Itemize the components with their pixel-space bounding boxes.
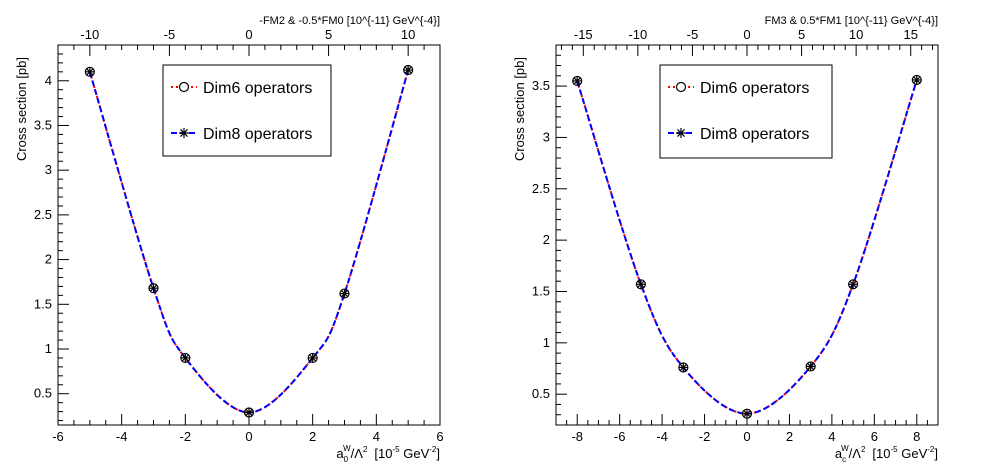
legend-dim8-label: Dim8 operators <box>700 126 809 143</box>
y-axis-title: Cross section [pb] <box>512 57 527 161</box>
y-tick-label: 2.5 <box>34 207 52 222</box>
y-tick-label: 3.5 <box>532 78 550 93</box>
dim8-data-point <box>572 76 582 86</box>
legend-star-marker <box>676 128 686 138</box>
legend: Dim6 operators Dim8 operators <box>659 64 833 159</box>
legend-dim6-label: Dim6 operators <box>203 80 312 97</box>
x-tick-label: -2 <box>180 429 192 444</box>
x-tick-label: 6 <box>436 429 443 444</box>
top-axis-title: FM3 & 0.5*FM1 [10^{-11} GeV^{-4}] <box>765 15 938 27</box>
x-axis-title-part: -5 <box>891 445 899 454</box>
x-axis-title: acW/Λ2 [10-5 GeV-2] <box>835 444 938 464</box>
x-axis-title-part: W <box>841 444 849 453</box>
dim8-data-point <box>678 362 688 372</box>
y-tick-label: 4 <box>45 73 52 88</box>
top-tick-label: 5 <box>325 27 332 42</box>
legend-circle-marker <box>178 81 190 93</box>
x-axis-title-part: [10 <box>374 446 392 461</box>
y-tick-label: 2.5 <box>532 181 550 196</box>
top-tick-label: -10 <box>628 27 647 42</box>
dim8-data-point <box>244 407 254 417</box>
dim8-data-point <box>180 353 190 363</box>
top-tick-label: -10 <box>80 27 99 42</box>
x-tick-label: 4 <box>373 429 380 444</box>
legend-circle-marker <box>675 81 687 93</box>
x-axis-title-part: GeV <box>400 446 430 461</box>
left-panel: -6 -4 -2 0 2 4 60.511.522.533.54-10 -5 0 5 10-FM2 … <box>14 15 444 464</box>
dim8-data-point <box>85 67 95 77</box>
x-axis-title-part: 2 <box>861 445 866 454</box>
x-axis-title-part: /Λ <box>849 446 862 461</box>
legend-box <box>659 64 833 159</box>
dim8-data-point <box>848 279 858 289</box>
x-axis-title: a0 W/Λ2 [10-5 GeV-2] <box>336 444 440 464</box>
x-axis-title-part: c <box>842 455 846 464</box>
dim6-series-line <box>576 79 918 415</box>
x-tick-label: 6 <box>871 429 878 444</box>
top-tick-label: 15 <box>903 27 917 42</box>
y-tick-label: 1.5 <box>532 283 550 298</box>
legend-star-marker <box>179 128 189 138</box>
y-tick-label: 3.5 <box>34 117 52 132</box>
y-axis-title: Cross section [pb] <box>14 57 29 161</box>
x-axis-title-part: ] <box>934 446 938 461</box>
x-axis-title-part: /Λ <box>351 446 364 461</box>
y-tick-label: 2 <box>45 252 52 267</box>
x-axis-title-part: -5 <box>393 445 401 454</box>
x-tick-label: -2 <box>699 429 711 444</box>
y-tick-label: 3 <box>543 129 550 144</box>
y-tick-label: 3 <box>45 162 52 177</box>
top-tick-label: 10 <box>849 27 863 42</box>
top-tick-label: -5 <box>687 27 699 42</box>
dim8-data-point <box>912 75 922 85</box>
legend-box <box>162 64 332 157</box>
x-tick-label: -4 <box>656 429 668 444</box>
top-tick-label: 0 <box>245 27 252 42</box>
dim8-data-point <box>308 353 318 363</box>
x-tick-label: 4 <box>828 429 835 444</box>
legend-dim8-label: Dim8 operators <box>203 126 312 143</box>
dim8-data-point <box>403 65 413 75</box>
top-tick-label: 10 <box>401 27 415 42</box>
x-axis-title-part: -2 <box>927 445 935 454</box>
dim8-data-point <box>636 279 646 289</box>
y-tick-label: 0.5 <box>34 386 52 401</box>
top-tick-label: 0 <box>743 27 750 42</box>
top-axis-title: -FM2 & -0.5*FM0 [10^{-11} GeV^{-4}] <box>259 15 440 27</box>
dim8-data-point <box>149 283 158 293</box>
x-axis-title-part: [10 <box>872 446 890 461</box>
x-axis-title-part: -2 <box>429 445 437 454</box>
x-axis-title-part: W <box>343 444 351 453</box>
y-tick-label: 0.5 <box>532 386 550 401</box>
x-tick-label: -4 <box>116 429 128 444</box>
legend-dim6-label: Dim6 operators <box>700 80 809 97</box>
y-tick-label: 1 <box>45 341 52 356</box>
x-tick-label: 2 <box>786 429 793 444</box>
x-tick-label: -6 <box>52 429 64 444</box>
top-tick-label: -5 <box>164 27 176 42</box>
x-axis-title-part: ] <box>436 446 440 461</box>
x-axis-title-part: 2 <box>363 445 368 454</box>
x-tick-label: 0 <box>245 429 252 444</box>
x-axis-title-part: a <box>835 446 843 461</box>
dim8-data-point <box>340 289 349 299</box>
x-tick-label: 0 <box>743 429 750 444</box>
legend: Dim6 operators Dim8 operators <box>162 64 332 157</box>
x-tick-label: -8 <box>571 429 583 444</box>
top-tick-label: -15 <box>574 27 593 42</box>
y-tick-label: 1.5 <box>34 296 52 311</box>
x-tick-label: 2 <box>309 429 316 444</box>
top-tick-label: 5 <box>798 27 805 42</box>
x-axis-title-part: 0 <box>344 455 349 464</box>
y-tick-label: 1 <box>543 335 550 350</box>
y-tick-label: 2 <box>543 232 550 247</box>
x-axis-title-part: a <box>336 446 344 461</box>
x-tick-label: -6 <box>614 429 626 444</box>
right-panel: -8 -6 -4 -2 0 2 4 6 8 0.5 1 1.5 2 2.5 3 3.5 -15 -10 -5 0 5 10… <box>512 15 939 464</box>
dim8-data-point <box>742 409 752 419</box>
x-axis-title-part: GeV <box>898 446 928 461</box>
dim8-data-point <box>806 361 816 371</box>
x-tick-label: 8 <box>913 429 920 444</box>
